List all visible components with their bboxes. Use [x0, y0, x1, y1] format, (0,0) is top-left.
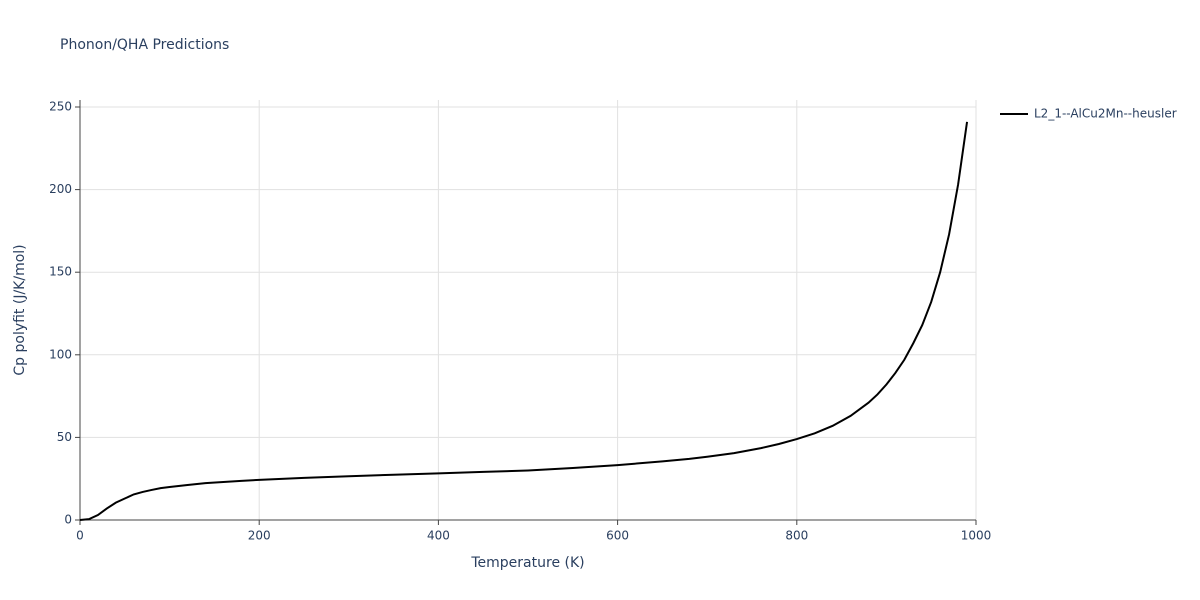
x-tick-label: 200 — [248, 529, 271, 543]
y-tick-label: 150 — [49, 265, 72, 279]
y-tick-label: 200 — [49, 182, 72, 196]
data-line — [79, 121, 969, 521]
x-tick-label: 1000 — [961, 529, 992, 543]
x-tick-label: 0 — [76, 529, 84, 543]
y-tick-label: 50 — [57, 430, 72, 444]
x-tick-label: 400 — [427, 529, 450, 543]
x-axis-title: Temperature (K) — [470, 555, 584, 571]
x-tick-label: 800 — [785, 529, 808, 543]
legend-label: L2_1--AlCu2Mn--heusler — [1034, 107, 1177, 121]
y-tick-label: 250 — [49, 100, 72, 114]
y-tick-label: 100 — [49, 347, 72, 361]
y-tick-label: 0 — [64, 513, 72, 527]
y-axis-title: Cp polyfit (J/K/mol) — [12, 244, 28, 375]
chart-title: Phonon/QHA Predictions — [60, 37, 229, 53]
x-tick-label: 600 — [606, 529, 629, 543]
